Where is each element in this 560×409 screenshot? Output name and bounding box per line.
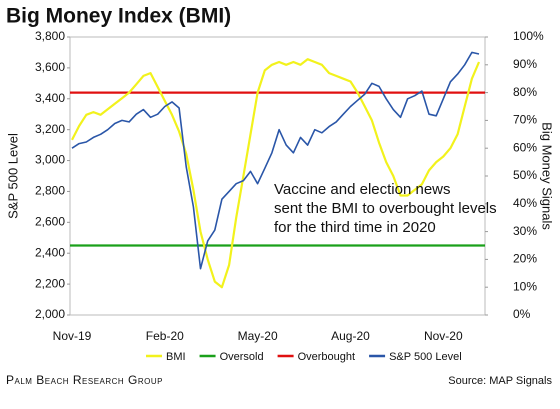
plot-frame xyxy=(69,36,486,316)
y-tick-label: 2,600 xyxy=(35,215,65,229)
y-tick-label: 3,600 xyxy=(35,60,65,74)
y-tick-label: 3,000 xyxy=(35,153,65,167)
chart-title: Big Money Index (BMI) xyxy=(6,5,231,28)
y2-tick-label: 0% xyxy=(513,307,531,321)
y-tick-label: 2,000 xyxy=(35,307,65,321)
y2-tick-label: 80% xyxy=(513,85,537,99)
y2-tick-label: 20% xyxy=(513,252,537,266)
y2-tick-label: 30% xyxy=(513,224,537,238)
legend-label: S&P 500 Level xyxy=(389,351,462,363)
y-tick-label: 3,200 xyxy=(35,122,65,136)
x-tick-label: Feb-20 xyxy=(146,329,184,343)
series-line xyxy=(71,58,481,289)
y2-tick-label: 50% xyxy=(513,168,537,182)
legend-label: BMI xyxy=(166,351,186,363)
y-tick-label: 2,400 xyxy=(35,245,65,259)
source: Source: MAP Signals xyxy=(448,375,552,387)
y-axis-title: S&P 500 Level xyxy=(5,133,20,219)
annotation: Vaccine and election news xyxy=(274,181,451,198)
x-tick-label: May-20 xyxy=(238,329,278,343)
y2-tick-label: 40% xyxy=(513,196,537,210)
y2-tick-label: 90% xyxy=(513,57,537,71)
y2-tick-label: 10% xyxy=(513,279,537,293)
series-line xyxy=(71,51,480,270)
x-tick-label: Nov-20 xyxy=(424,329,463,343)
y-tick-label: 3,400 xyxy=(35,91,65,105)
legend-label: Oversold xyxy=(220,351,264,363)
legend-label: Overbought xyxy=(298,351,355,363)
y2-tick-label: 100% xyxy=(513,29,544,43)
y-tick-label: 2,800 xyxy=(35,184,65,198)
annotation: sent the BMI to overbought levels xyxy=(274,200,497,217)
y-tick-label: 3,800 xyxy=(35,29,65,43)
y2-axis-title: Big Money Signals xyxy=(540,122,555,230)
y-tick-label: 2,200 xyxy=(35,276,65,290)
x-tick-label: Aug-20 xyxy=(331,329,370,343)
annotation: for the third time in 2020 xyxy=(274,219,436,236)
logo: Palm Beach Research Group xyxy=(6,373,163,387)
y2-tick-label: 60% xyxy=(513,140,537,154)
x-tick-label: Nov-19 xyxy=(53,329,92,343)
y2-tick-label: 70% xyxy=(513,113,537,127)
